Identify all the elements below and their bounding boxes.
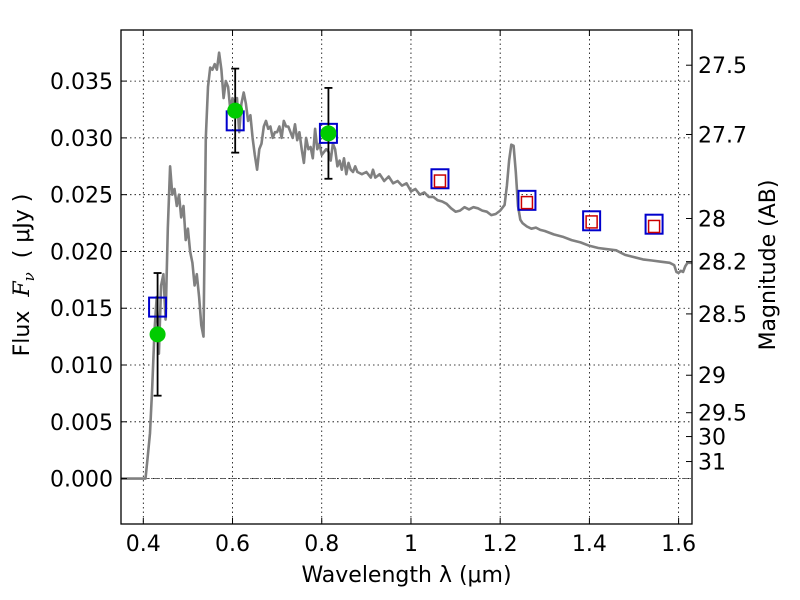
right-tick-label: 29 xyxy=(698,364,726,389)
observed-point xyxy=(320,125,337,142)
x-tick-label: 0.6 xyxy=(215,532,250,557)
y-tick-label: 0.020 xyxy=(50,240,113,265)
model-photometry-square xyxy=(644,213,664,235)
y-axis-label-suffix: ( μJy ) xyxy=(10,194,35,273)
x-tick-label: 1.6 xyxy=(661,532,696,557)
right-axis-label: Magnitude (AB) xyxy=(756,180,781,351)
right-tick-label: 28 xyxy=(698,208,726,233)
model-photometry-square xyxy=(430,168,450,190)
photometry-upper-square xyxy=(433,174,447,188)
y-axis-label-subscript: ν xyxy=(20,272,38,281)
plot-frame xyxy=(120,29,693,525)
x-tick-label: 1.2 xyxy=(483,532,518,557)
right-tick-label: 28.2 xyxy=(698,251,747,276)
x-tick-label: 1.4 xyxy=(572,532,607,557)
y-tick-label: 0.005 xyxy=(50,411,113,436)
y-axis-label: Flux Fν ( μJy ) xyxy=(10,194,38,357)
photometry-upper-square xyxy=(647,219,661,234)
right-tick-label: 28.5 xyxy=(698,303,747,328)
x-tick-label: 0.4 xyxy=(126,532,161,557)
y-tick-label: 0.000 xyxy=(50,468,113,493)
right-tick-label: 29.5 xyxy=(698,402,747,427)
ticks: 0.4 0.6 0.8 1 1.2 1.4 1.6 0.000 0.005 0.010 0.015 0… xyxy=(50,30,747,557)
right-tick-label: 31 xyxy=(698,451,726,476)
y-tick-label: 0.030 xyxy=(50,127,113,152)
photometry-upper-square xyxy=(520,195,534,210)
series-layer xyxy=(121,51,692,480)
y-axis-label-symbol: F xyxy=(10,281,35,298)
model-photometry-square xyxy=(582,210,602,232)
grid xyxy=(121,30,692,524)
x-axis-label: Wavelength λ (μm) xyxy=(301,563,511,588)
model-photometry-square xyxy=(517,189,537,211)
right-tick-label: 30 xyxy=(698,426,726,451)
x-tick-label: 1 xyxy=(404,532,418,557)
right-tick-label: 27.5 xyxy=(698,54,747,79)
photometry-upper-square xyxy=(585,215,598,229)
y-tick-label: 0.035 xyxy=(50,70,113,95)
observed-point xyxy=(227,102,244,119)
observed-point xyxy=(149,326,166,343)
y-tick-label: 0.010 xyxy=(50,354,113,379)
y-axis-label-prefix: Flux xyxy=(10,297,35,357)
y-tick-label: 0.025 xyxy=(50,184,113,209)
x-tick-label: 0.8 xyxy=(304,532,339,557)
right-tick-label: 27.7 xyxy=(698,123,747,148)
y-tick-label: 0.015 xyxy=(50,297,113,322)
